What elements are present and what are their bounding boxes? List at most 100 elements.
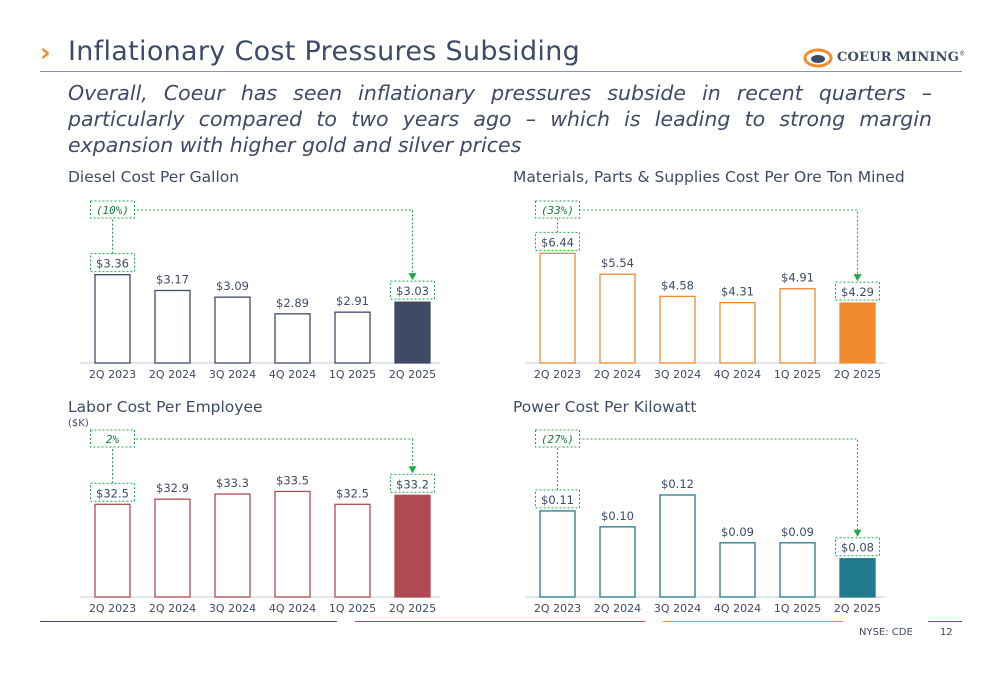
bar-1q-2025 (334, 503, 371, 598)
change-label-box (535, 200, 580, 219)
change-arrow-icon (408, 273, 417, 281)
data-label: $0.09 (721, 525, 754, 539)
data-label: $5.54 (601, 256, 634, 270)
tick-label: 2Q 2024 (594, 368, 641, 381)
data-label: $0.08 (841, 541, 874, 555)
chart-title-labor: Labor Cost Per Employee (68, 398, 263, 416)
change-label: (33%) (541, 204, 574, 217)
bar-4q-2024 (719, 542, 756, 598)
data-label: $33.2 (396, 477, 429, 491)
change-label-box (535, 429, 580, 448)
tick-label: 4Q 2024 (269, 602, 316, 615)
data-label: $2.89 (276, 296, 309, 310)
power-cost-chart: $0.11 2Q 2023 $0.10 2Q 2024 $0.12 3Q 2024 $0.0… (525, 429, 885, 615)
page-number: 12 (940, 627, 953, 638)
tick-label: 2Q 2023 (534, 602, 581, 615)
data-label: $4.29 (841, 285, 874, 299)
bar-1q-2025 (779, 288, 816, 364)
bar-2q-2024 (154, 498, 191, 598)
data-label: $3.17 (156, 273, 189, 287)
data-label: $0.12 (661, 477, 694, 491)
tick-label: 2Q 2024 (149, 368, 196, 381)
tick-label: 4Q 2024 (714, 602, 761, 615)
change-bracket-line (112, 209, 413, 277)
footer-rule-navy (40, 621, 337, 622)
bar-2q-2025 (394, 494, 431, 598)
data-label: $32.5 (336, 486, 369, 500)
change-bracket-line (557, 209, 858, 278)
tick-label: 3Q 2024 (654, 368, 701, 381)
bar-3q-2024 (214, 296, 251, 364)
data-label: $3.36 (96, 257, 129, 271)
data-label: $3.03 (396, 284, 429, 298)
summary-line-2: particularly compared to two years ago –… (68, 107, 932, 131)
company-logo: COEUR MINING® (803, 46, 965, 70)
data-label: $4.58 (661, 278, 694, 292)
tick-label: 2Q 2024 (149, 602, 196, 615)
bar-2q-2025 (394, 301, 431, 364)
tick-label: 3Q 2024 (654, 602, 701, 615)
data-label: $32.9 (156, 481, 189, 495)
footer-rule-red (355, 621, 645, 622)
bar-2q-2025 (839, 558, 876, 598)
data-label: $6.44 (541, 235, 574, 249)
summary-line-3: expansion with higher gold and silver pr… (68, 133, 522, 157)
data-label: $33.5 (276, 473, 309, 487)
tick-label: 1Q 2025 (774, 368, 821, 381)
chart-title-materials: Materials, Parts & Supplies Cost Per Ore… (513, 168, 905, 186)
change-label-box (90, 429, 135, 448)
change-arrow-icon (408, 466, 417, 474)
change-label: (10%) (96, 204, 129, 217)
change-bracket-line (557, 438, 858, 533)
page-title: Inflationary Cost Pressures Subsiding (68, 36, 581, 67)
tick-label: 2Q 2025 (834, 368, 881, 381)
tick-label: 2Q 2023 (534, 368, 581, 381)
data-label: $0.10 (601, 509, 634, 523)
change-arrow-icon (853, 274, 862, 282)
data-label: $0.09 (781, 525, 814, 539)
tick-label: 1Q 2025 (329, 602, 376, 615)
data-label-box (90, 253, 135, 273)
tick-label: 2Q 2025 (389, 368, 436, 381)
bar-4q-2024 (274, 490, 311, 598)
data-label-box (535, 489, 580, 509)
data-label: $0.11 (541, 493, 574, 507)
footer-rule-orange (663, 621, 843, 622)
tick-label: 2Q 2025 (389, 602, 436, 615)
data-label-box (390, 473, 435, 493)
bar-4q-2024 (274, 313, 311, 364)
change-label: (27%) (541, 433, 574, 446)
diesel-cost-chart: $3.36 2Q 2023 $3.17 2Q 2024 $3.09 3Q 2024 $2.8… (80, 200, 440, 381)
logo-swoosh-icon (803, 48, 833, 68)
data-label: $4.91 (781, 271, 814, 285)
bar-2q-2024 (599, 273, 636, 364)
chart-title-diesel: Diesel Cost Per Gallon (68, 168, 240, 186)
change-arrow-icon (853, 529, 862, 537)
change-label: 2% (106, 433, 120, 446)
bar-3q-2024 (659, 295, 696, 364)
chart-unit-labor: ($K) (68, 418, 89, 429)
tick-label: 3Q 2024 (209, 368, 256, 381)
data-label: $32.5 (96, 486, 129, 500)
title-divider (40, 71, 962, 72)
materials-cost-chart: $6.44 2Q 2023 $5.54 2Q 2024 $4.58 3Q 2024 $4.3… (525, 200, 885, 381)
tick-label: 1Q 2025 (774, 602, 821, 615)
data-label-box (835, 537, 880, 557)
bar-3q-2024 (659, 494, 696, 598)
bar-3q-2024 (214, 493, 251, 598)
tick-label: 4Q 2024 (269, 368, 316, 381)
chart-title-power: Power Cost Per Kilowatt (513, 398, 697, 416)
data-label: $4.31 (721, 285, 754, 299)
bar-1q-2025 (334, 311, 371, 364)
bar-2q-2023 (94, 274, 131, 364)
bar-2q-2024 (154, 289, 191, 364)
summary-line-1: Overall, Coeur has seen inflationary pre… (68, 81, 932, 105)
data-label: $33.3 (216, 476, 249, 490)
tick-label: 1Q 2025 (329, 368, 376, 381)
bar-4q-2024 (719, 301, 756, 364)
data-label: $3.09 (216, 279, 249, 293)
bar-2q-2023 (539, 510, 576, 598)
tick-label: 2Q 2023 (89, 602, 136, 615)
change-label-box (90, 200, 135, 219)
tick-label: 2Q 2025 (834, 602, 881, 615)
